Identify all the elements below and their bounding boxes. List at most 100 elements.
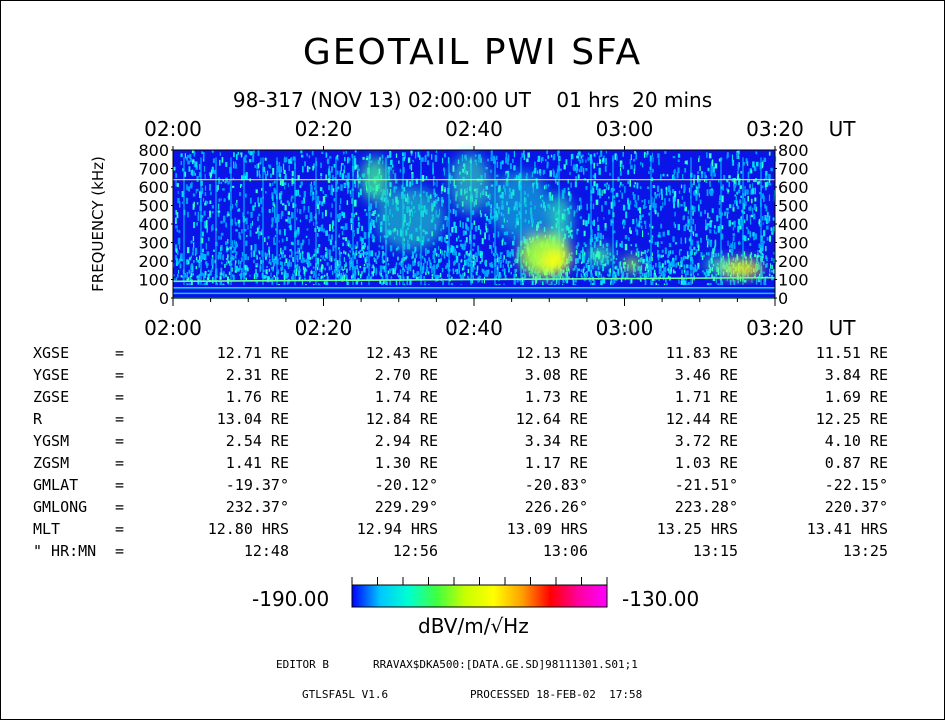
emission-patches — [361, 153, 762, 278]
ephemeris-label: YGSM — [33, 432, 70, 450]
y-tick-label-right: 100 — [778, 271, 809, 290]
ephemeris-value: 1.73 RE — [524, 388, 588, 406]
ephemeris-row: YGSE = 2.31 RE 2.70 RE 3.08 RE 3.46 RE 3.84 RE — [33, 366, 888, 388]
y-tick-label-right: 600 — [778, 178, 809, 197]
ephemeris-value: 3.34 RE — [524, 432, 588, 450]
y-tick-label-right: 800 — [778, 141, 809, 160]
ephemeris-eq: = — [115, 454, 125, 472]
chart-subtitle: 98-317 (NOV 13) 02:00:00 UT 01 hrs 20 mi… — [232, 88, 713, 112]
ephemeris-value: 2.94 RE — [374, 432, 438, 450]
y-tick-label-right: 0 — [778, 289, 788, 308]
ephemeris-value: 229.29° — [374, 498, 438, 516]
ephemeris-eq: = — [115, 344, 125, 362]
ephemeris-label: ZGSM — [33, 454, 70, 472]
ephemeris-value: 13.25 HRS — [656, 520, 738, 538]
ephemeris-eq: = — [115, 520, 125, 538]
ephemeris-label: GMLAT — [33, 476, 79, 494]
ephemeris-row: ZGSM = 1.41 RE 1.30 RE 1.17 RE 1.03 RE 0.87 RE — [33, 454, 888, 476]
colorbar-max-label: -130.00 — [622, 587, 700, 611]
ephemeris-table: XGSE = 12.71 RE 12.43 RE 12.13 RE 11.83 RE 11.… — [33, 344, 888, 564]
ephemeris-value: 1.41 RE — [225, 454, 289, 472]
ephemeris-label: XGSE — [33, 344, 70, 362]
ephemeris-value: 12.84 RE — [365, 410, 438, 428]
colorbar-gradient — [351, 584, 608, 608]
ephemeris-value: 3.84 RE — [824, 366, 888, 384]
axes: 02:00 02:00 02:20 02:20 02:40 02:40 03:00 03:00… — [89, 117, 856, 340]
ephemeris-value: 11.83 RE — [665, 344, 738, 362]
ephemeris-value: 226.26° — [524, 498, 588, 516]
ephemeris-value: 1.03 RE — [674, 454, 738, 472]
ephemeris-value: 232.37° — [225, 498, 289, 516]
ephemeris-value: 3.46 RE — [674, 366, 738, 384]
x-tick-label-bottom: 02:20 — [295, 316, 353, 340]
ephemeris-value: 12.43 RE — [365, 344, 438, 362]
ephemeris-row: YGSM = 2.54 RE 2.94 RE 3.34 RE 3.72 RE 4.10 RE — [33, 432, 888, 454]
ephemeris-value: 3.72 RE — [674, 432, 738, 450]
colorbar — [351, 577, 608, 608]
ephemeris-row: R = 13.04 RE 12.84 RE 12.64 RE 12.44 RE 12.25 … — [33, 410, 888, 432]
ephemeris-value: 2.54 RE — [225, 432, 289, 450]
ephemeris-value: -19.37° — [225, 476, 289, 494]
x-tick-label-top: 02:00 — [144, 117, 202, 141]
ephemeris-row: " HR:MN = 12:48 12:56 13:06 13:15 13:25 — [33, 542, 888, 564]
footer-path: RRAVAX$DKA500:[DATA.GE.SD]98111301.S01;1 — [373, 658, 638, 671]
ephemeris-eq: = — [115, 542, 125, 560]
ephemeris-eq: = — [115, 432, 125, 450]
x-tick-label-top: 02:40 — [445, 117, 503, 141]
colorbar-min-label: -190.00 — [252, 587, 330, 611]
y-tick-label-right: 700 — [778, 160, 809, 179]
y-tick-label-right: 200 — [778, 252, 809, 271]
ephemeris-value: 12.80 HRS — [207, 520, 289, 538]
colorbar-unit-label: dBV/m/√Hz — [418, 614, 529, 638]
ephemeris-value: -21.51° — [674, 476, 738, 494]
ephemeris-value: 13:06 — [542, 542, 588, 560]
y-tick-label-left: 400 — [138, 215, 169, 234]
ephemeris-value: 1.30 RE — [374, 454, 438, 472]
footer-processed: PROCESSED 18-FEB-02 17:58 — [470, 688, 643, 701]
spectrogram-area — [172, 150, 777, 299]
y-tick-label-left: 600 — [138, 178, 169, 197]
x-tick-label-top: 03:20 — [746, 117, 804, 141]
ephemeris-row: XGSE = 12.71 RE 12.43 RE 12.13 RE 11.83 RE 11.… — [33, 344, 888, 366]
footer-editor: EDITOR B — [276, 658, 329, 671]
ephemeris-eq: = — [115, 366, 125, 384]
x-tick-label-bottom: 02:40 — [445, 316, 503, 340]
ephemeris-label: " HR:MN — [33, 542, 97, 560]
ephemeris-row: ZGSE = 1.76 RE 1.74 RE 1.73 RE 1.71 RE 1.69 RE — [33, 388, 888, 410]
ephemeris-value: 4.10 RE — [824, 432, 888, 450]
y-axis-label: FREQUENCY (kHz) — [89, 156, 107, 292]
ephemeris-value: 220.37° — [824, 498, 888, 516]
y-tick-label-left: 300 — [138, 234, 169, 253]
y-tick-label-right: 500 — [778, 197, 809, 216]
x-tick-label-top: 02:20 — [295, 117, 353, 141]
ephemeris-value: -20.83° — [524, 476, 588, 494]
ephemeris-value: 13.09 HRS — [506, 520, 588, 538]
ephemeris-label: ZGSE — [33, 388, 70, 406]
ephemeris-value: 12.13 RE — [515, 344, 588, 362]
ephemeris-value: 12.71 RE — [216, 344, 289, 362]
ephemeris-value: 223.28° — [674, 498, 738, 516]
ephemeris-value: 1.74 RE — [374, 388, 438, 406]
ephemeris-eq: = — [115, 476, 125, 494]
ephemeris-row: GMLONG = 232.37° 229.29° 226.26° 223.28° 220.3… — [33, 498, 888, 520]
ephemeris-label: R — [33, 410, 43, 428]
ephemeris-value: 3.08 RE — [524, 366, 588, 384]
ephemeris-eq: = — [115, 410, 125, 428]
ephemeris-value: 1.71 RE — [674, 388, 738, 406]
y-tick-label-left: 100 — [138, 271, 169, 290]
ephemeris-value: 2.31 RE — [225, 366, 289, 384]
ephemeris-value: 12.44 RE — [665, 410, 738, 428]
ephemeris-value: 13:25 — [842, 542, 888, 560]
ephemeris-label: MLT — [33, 520, 61, 538]
chart-title: GEOTAIL PWI SFA — [302, 32, 643, 73]
ephemeris-value: 11.51 RE — [815, 344, 888, 362]
ephemeris-eq: = — [115, 388, 125, 406]
y-tick-label-right: 400 — [778, 215, 809, 234]
ephemeris-value: 13:15 — [692, 542, 738, 560]
ephemeris-value: 1.69 RE — [824, 388, 888, 406]
ephemeris-label: YGSE — [33, 366, 70, 384]
ephemeris-value: 1.17 RE — [524, 454, 588, 472]
spectrogram-lines — [172, 179, 776, 299]
x-unit-label-top: UT — [829, 117, 857, 141]
